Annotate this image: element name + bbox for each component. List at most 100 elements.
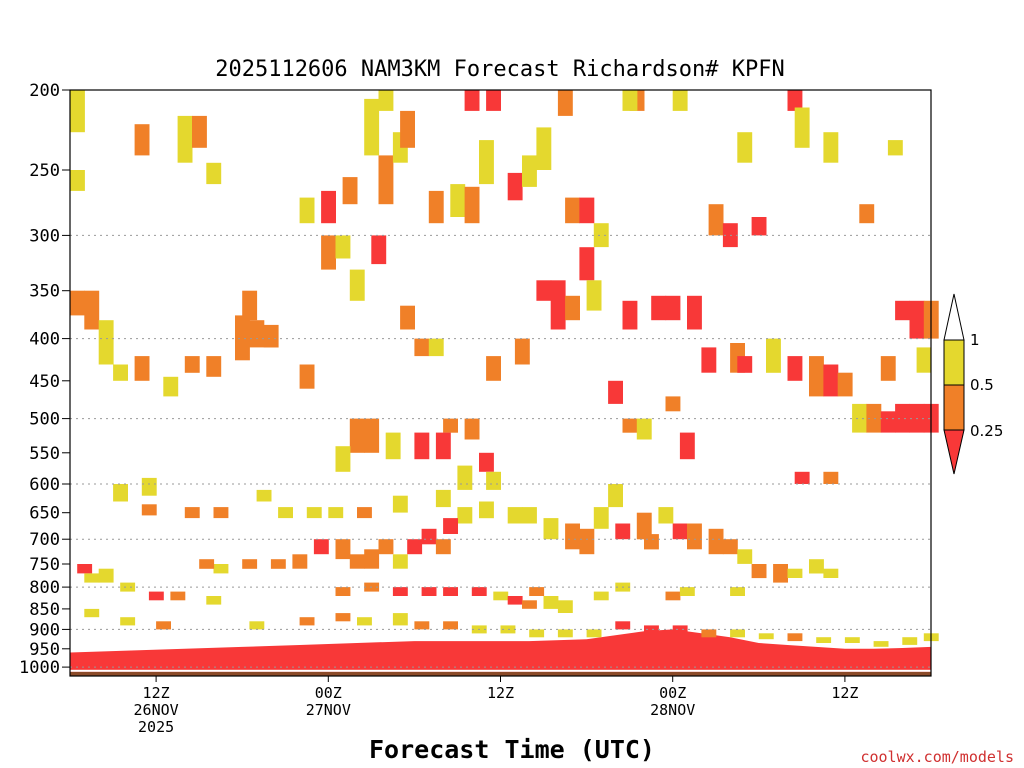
x-tick-label: 28NOV xyxy=(650,701,695,719)
ri-cell xyxy=(687,295,702,330)
ri-cell xyxy=(421,587,437,596)
ri-cell xyxy=(249,621,265,630)
ri-cell xyxy=(887,140,903,156)
ri-cell xyxy=(385,432,401,460)
credit-text[interactable]: coolwx.com/models xyxy=(860,748,1014,766)
ri-cell xyxy=(701,629,717,638)
ri-cell xyxy=(816,637,832,643)
ri-cell xyxy=(593,223,609,248)
ri-cell xyxy=(794,471,810,484)
ri-cell xyxy=(163,376,179,397)
ri-cell xyxy=(335,539,351,560)
ri-cell xyxy=(758,633,774,640)
ri-cell xyxy=(823,471,839,484)
ri-cell xyxy=(428,190,444,224)
ri-cell xyxy=(529,629,545,638)
ri-cell xyxy=(479,140,494,185)
ri-cell xyxy=(113,484,128,502)
ri-cell xyxy=(313,539,329,555)
ri-cell xyxy=(192,115,207,148)
ri-cell xyxy=(414,338,430,357)
ri-cell xyxy=(364,98,380,156)
ri-cell xyxy=(579,528,595,555)
ri-cell xyxy=(565,523,580,550)
ri-cell xyxy=(120,617,136,626)
colorbar-legend: 1 0.5 0.25 xyxy=(943,293,1003,475)
ri-cell xyxy=(335,587,351,596)
y-tick-label: 200 xyxy=(29,81,60,101)
ri-cell xyxy=(357,617,372,626)
ri-cell xyxy=(443,587,458,596)
ri-cell xyxy=(170,591,186,601)
ri-cell xyxy=(852,403,867,433)
ri-cell xyxy=(636,512,652,540)
ri-cell xyxy=(84,290,100,330)
ri-cell xyxy=(421,528,437,545)
ri-cell xyxy=(335,446,351,472)
ri-cell xyxy=(349,269,365,301)
ri-cell xyxy=(242,290,258,321)
ri-cell xyxy=(443,621,458,630)
ri-cell xyxy=(392,587,408,596)
ri-cell xyxy=(766,338,781,373)
ri-cell xyxy=(557,600,573,613)
ri-cell xyxy=(378,155,394,205)
ri-cell xyxy=(773,564,788,583)
ri-cell xyxy=(823,568,839,578)
y-tick-label: 250 xyxy=(29,161,60,181)
ri-cell xyxy=(84,573,100,583)
ri-cell xyxy=(522,507,537,524)
ri-cell xyxy=(364,549,380,569)
ri-cell xyxy=(242,559,258,569)
ri-cell xyxy=(557,90,573,116)
x-tick-label: 12Z xyxy=(143,684,170,702)
ri-cell xyxy=(371,235,387,265)
ri-cell xyxy=(644,534,659,550)
ri-cell xyxy=(809,356,824,397)
ri-cell xyxy=(299,197,315,224)
colorbar-top-triangle xyxy=(943,293,965,341)
ri-cell xyxy=(306,507,322,519)
ri-cell xyxy=(270,559,286,569)
ri-cell xyxy=(565,197,580,224)
ri-cell xyxy=(70,290,85,316)
ri-cell xyxy=(206,356,222,377)
ri-cell xyxy=(435,539,451,555)
colorbar-label: 0.25 xyxy=(970,422,1003,440)
ri-cell xyxy=(98,320,114,365)
y-tick-label: 850 xyxy=(29,600,60,620)
ri-cell xyxy=(400,305,415,330)
ri-cell xyxy=(880,411,896,433)
ri-cell xyxy=(844,637,860,643)
x-tick-label: 2025 xyxy=(138,718,174,736)
ri-cell xyxy=(141,477,157,496)
boundary-layer-band xyxy=(70,629,931,676)
ri-cell xyxy=(184,507,200,519)
ri-cell xyxy=(84,608,100,618)
ri-cell xyxy=(651,295,667,321)
ri-cell xyxy=(471,587,487,596)
ri-cell xyxy=(737,549,753,564)
ri-cell xyxy=(658,507,674,524)
ri-cell xyxy=(213,564,229,574)
ri-cell xyxy=(608,484,623,508)
ri-cell xyxy=(679,432,695,460)
ri-cell xyxy=(557,629,573,638)
plot-cells xyxy=(70,90,939,676)
ri-cell xyxy=(787,633,803,642)
ri-cell xyxy=(407,539,423,555)
ri-cell xyxy=(837,372,853,397)
ri-cell xyxy=(514,338,530,365)
ri-cell xyxy=(672,625,688,634)
ri-cell xyxy=(722,539,738,555)
ri-cell xyxy=(902,637,918,645)
y-tick-label: 800 xyxy=(29,578,60,598)
ri-cell xyxy=(134,356,150,381)
ri-cell xyxy=(414,432,430,460)
ri-cell xyxy=(665,591,681,601)
y-tick-label: 450 xyxy=(29,372,60,392)
ri-cell xyxy=(873,641,889,647)
ri-cell xyxy=(636,418,652,440)
ri-cell xyxy=(98,568,114,583)
ri-cell xyxy=(500,625,516,634)
